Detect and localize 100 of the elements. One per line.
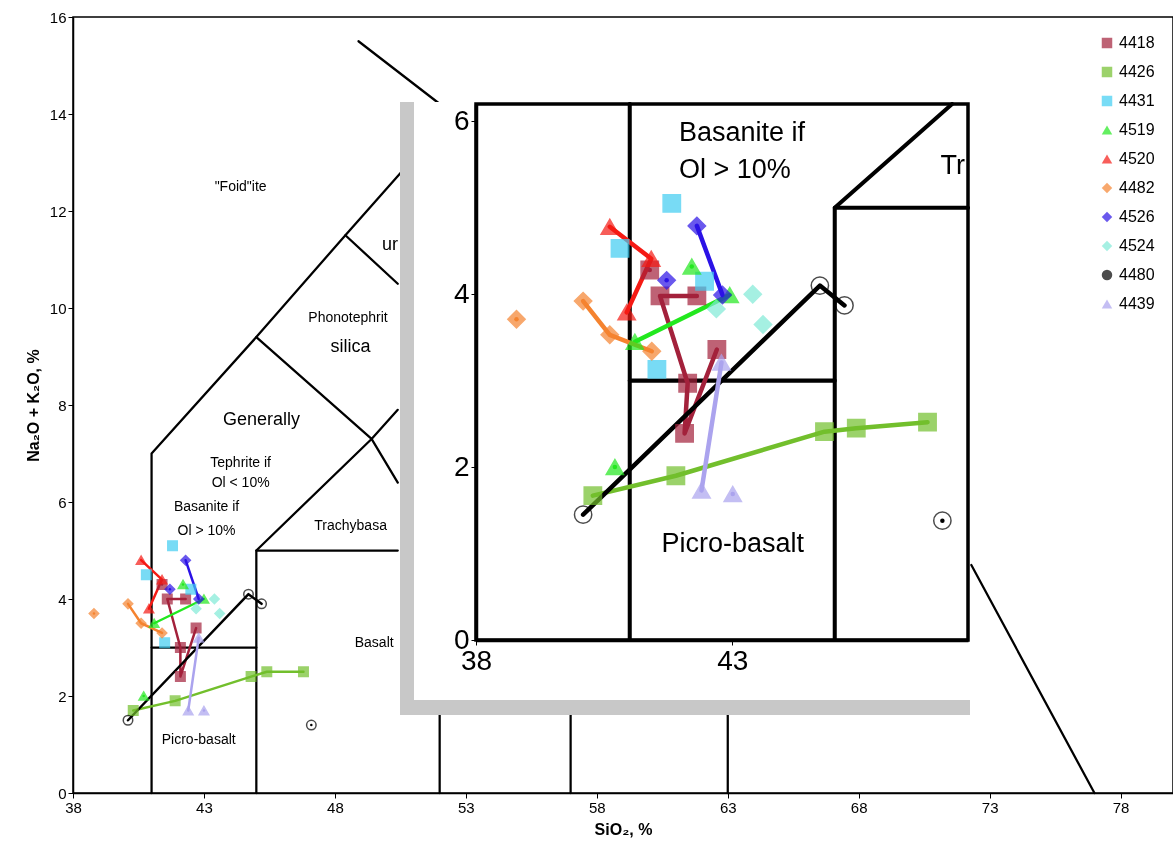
point [164,583,176,595]
point [122,598,134,610]
point [140,569,152,581]
point [122,714,134,726]
point [143,603,155,614]
point [918,412,937,432]
y-tick-label: 4 [58,590,67,608]
y-tick-label: 4 [453,277,470,309]
point [657,270,677,290]
point [662,194,682,213]
point [810,276,830,295]
point [675,423,694,443]
point [617,304,637,321]
point [138,691,150,701]
point [707,340,727,359]
point [242,588,254,600]
x-tick-label: 73 [981,798,999,816]
point [712,354,731,371]
point [815,422,834,442]
point [573,505,593,525]
point [753,315,773,334]
point [159,637,171,649]
point [932,511,952,531]
legend-label: 4524 [1119,237,1155,254]
legend-label: 4431 [1119,92,1155,109]
point [135,555,147,566]
point [573,291,593,311]
point [743,284,763,304]
point [682,258,702,275]
point [507,309,526,329]
point [208,593,220,605]
y-tick-label: 14 [49,105,67,123]
x-tick-label: 43 [717,644,749,676]
x-tick-label: 38 [65,798,82,816]
point [169,695,181,707]
y-tick-label: 16 [49,8,67,26]
point [687,216,707,236]
point [835,296,854,315]
y-tick-label: 10 [49,299,67,317]
y-axis-title: Na₂O + K₂O, % [24,349,42,462]
annotation: ur [381,233,398,254]
legend-label: 4439 [1119,295,1155,312]
point [846,418,866,438]
point [180,554,192,566]
x-tick-label: 48 [327,798,344,816]
point [692,482,711,499]
point [600,218,620,236]
annotation: silica [330,335,372,356]
point [177,579,189,590]
point [600,325,620,345]
annotation: Tephrite if [210,454,272,471]
point [647,360,667,379]
y-tick-label: 6 [453,104,470,136]
point [245,671,257,683]
point [723,485,743,503]
point [198,705,210,716]
annotation: Tr [940,150,965,181]
point [174,671,186,683]
y-tick-label: 12 [49,202,67,220]
point [605,458,625,476]
annotation: Ol < 10% [211,473,270,490]
x-tick-label: 58 [588,798,606,816]
point [182,705,194,716]
legend-label: 4426 [1119,63,1155,80]
x-axis-title: SiO₂, % [594,820,653,838]
point [695,271,714,291]
y-tick-label: 2 [58,687,67,705]
x-tick-label: 68 [850,798,868,816]
point [610,238,630,258]
annotation: Picro-basalt [661,528,805,559]
annotation: Basalt [354,633,394,650]
point [666,466,686,486]
x-tick-label: 43 [196,798,213,816]
annotation: Basanite if [678,117,806,148]
y-tick-label: 0 [58,784,67,802]
legend-label: 4526 [1119,208,1155,225]
y-tick-label: 6 [58,493,67,511]
x-tick-label: 53 [458,798,475,816]
point [642,341,662,361]
point [174,642,186,653]
annotation: Ol > 10% [678,153,791,184]
point [167,540,179,552]
point [678,373,698,393]
annotation: Trachybasa [314,517,388,534]
x-tick-label: 78 [1112,798,1130,816]
legend-label: 4482 [1119,179,1155,196]
point [135,617,147,629]
legend-label: 4480 [1119,266,1155,283]
x-tick-label: 63 [719,798,737,816]
point [641,250,661,267]
legend-label: 4519 [1119,121,1155,138]
point [190,622,202,634]
legend-label: 4520 [1119,150,1155,167]
point [88,608,100,620]
point [156,627,168,639]
annotation: Basanite if [173,497,240,514]
point [583,486,603,506]
point [156,574,168,585]
annotation: Phonotephrit [308,308,388,325]
legend-label: 4418 [1119,34,1155,51]
